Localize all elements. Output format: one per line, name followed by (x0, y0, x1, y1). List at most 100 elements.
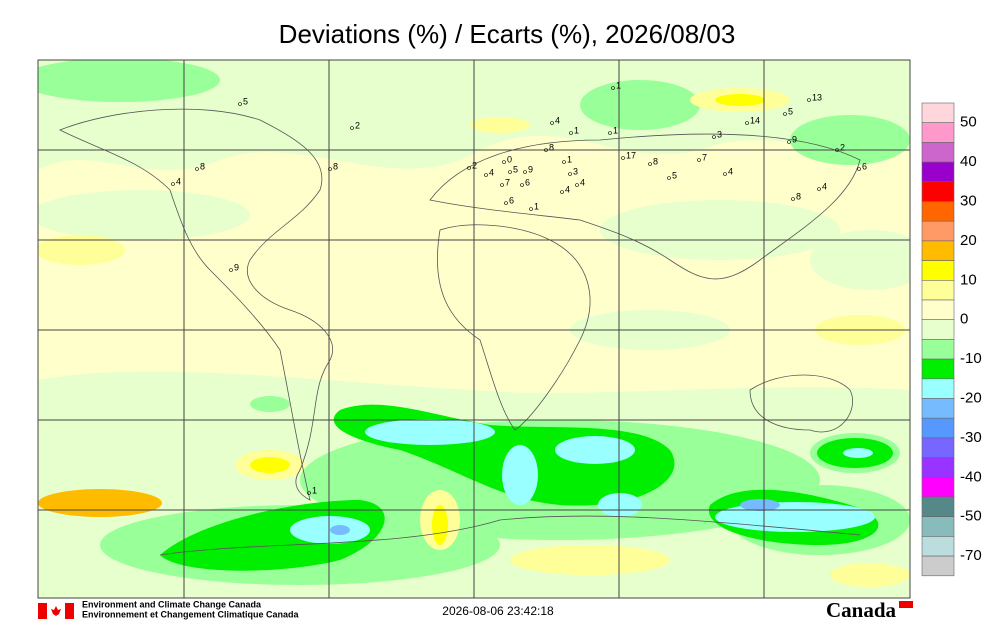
station-value: 17 (626, 150, 636, 160)
station-value: 3 (717, 129, 722, 139)
station-value: 9 (792, 134, 797, 144)
legend-swatch (921, 457, 955, 478)
station-dot (328, 167, 332, 171)
station-value: 1 (574, 125, 579, 135)
station-dot (560, 190, 564, 194)
station-dot (568, 172, 572, 176)
station-value: 4 (555, 115, 560, 125)
graticule (38, 60, 910, 598)
legend-label: -10 (960, 350, 982, 367)
station-dot (783, 112, 787, 116)
legend-swatch (921, 201, 955, 222)
legend-swatch (921, 161, 955, 183)
station-value: 9 (528, 164, 533, 174)
station-dot (529, 207, 533, 211)
wordmark: Canada (826, 598, 897, 622)
station-dot (857, 167, 861, 171)
title: Deviations (%) / Ecarts (%), 2026/08/03 (279, 19, 736, 49)
legend-swatch (921, 299, 955, 321)
station-dot (520, 183, 524, 187)
legend-swatch (921, 102, 955, 124)
legend-label: 50 (960, 114, 977, 131)
timestamp: 2026-08-06 23:42:18 (442, 604, 554, 618)
legend-label: -20 (960, 389, 982, 406)
legend-swatch (921, 220, 955, 242)
station-dot (697, 158, 701, 162)
footer: Environment and Climate Change Canada En… (38, 598, 913, 622)
station-dot (712, 135, 716, 139)
station-dot (745, 121, 749, 125)
station-value: 13 (812, 92, 822, 102)
station-dot (621, 156, 625, 160)
station-value: 8 (200, 161, 205, 171)
legend-swatch (921, 555, 955, 577)
legend-swatch (921, 279, 955, 301)
legend-swatch (921, 398, 955, 419)
station-dot (562, 160, 566, 164)
station-dot (508, 170, 512, 174)
station-value: 5 (788, 106, 793, 116)
station-dot (611, 86, 615, 90)
station-dot (238, 102, 242, 106)
station-value: 8 (549, 142, 554, 152)
station-value: 3 (573, 166, 578, 176)
station-dot (569, 131, 573, 135)
station-dot (648, 162, 652, 166)
station-value: 5 (672, 170, 677, 180)
legend-label: 40 (960, 153, 977, 170)
station-value: 1 (567, 154, 572, 164)
legend-label: 10 (960, 271, 977, 288)
station-value: 8 (796, 191, 801, 201)
legend-label: -40 (960, 468, 982, 485)
station-value: 2 (840, 142, 845, 152)
legend-swatch (921, 181, 955, 202)
station-value: 1 (613, 125, 618, 135)
station-dot (171, 182, 175, 186)
station-value: 9 (234, 262, 239, 272)
legend-swatch (921, 240, 955, 261)
station-value: 5 (243, 96, 248, 106)
agency-fr: Environnement et Changement Climatique C… (82, 609, 300, 619)
station-dot (817, 187, 821, 191)
station-dot (195, 167, 199, 171)
station-value: 1 (312, 485, 317, 495)
legend-swatch (921, 417, 955, 439)
legend-swatch (921, 358, 955, 380)
legend-swatch (921, 476, 955, 498)
station-dot (523, 170, 527, 174)
station-dot (835, 148, 839, 152)
legend-swatch (921, 378, 955, 399)
station-value: 4 (822, 181, 827, 191)
station-value: 6 (509, 195, 514, 205)
station-dot (787, 140, 791, 144)
legend-label: 0 (960, 311, 968, 328)
station-value: 1 (616, 80, 621, 90)
legend-swatch (921, 142, 955, 163)
legend: 50 40 30 20 10 0 -10 -20 -30 -40 -50 -70 (921, 102, 982, 577)
station-value: 8 (333, 161, 338, 171)
map-frame (37, 59, 911, 599)
legend-label: -70 (960, 547, 982, 564)
legend-swatch (921, 437, 955, 458)
legend-label: -30 (960, 429, 982, 446)
station-value: 14 (750, 115, 760, 125)
legend-swatch (921, 319, 955, 340)
legend-swatch (921, 536, 955, 557)
station-dot (723, 172, 727, 176)
station-value: 4 (176, 176, 181, 186)
station-value: 2 (355, 120, 360, 130)
station-value: 0 (507, 154, 512, 164)
station-dot (504, 201, 508, 205)
station-value: 2 (472, 160, 477, 170)
station-dot (544, 148, 548, 152)
legend-swatch (921, 516, 955, 537)
station-dot (500, 183, 504, 187)
station-dot (667, 176, 671, 180)
station-value: 6 (525, 177, 530, 187)
station-dot (484, 173, 488, 177)
station-dot (807, 98, 811, 102)
station-value: 5 (513, 164, 518, 174)
